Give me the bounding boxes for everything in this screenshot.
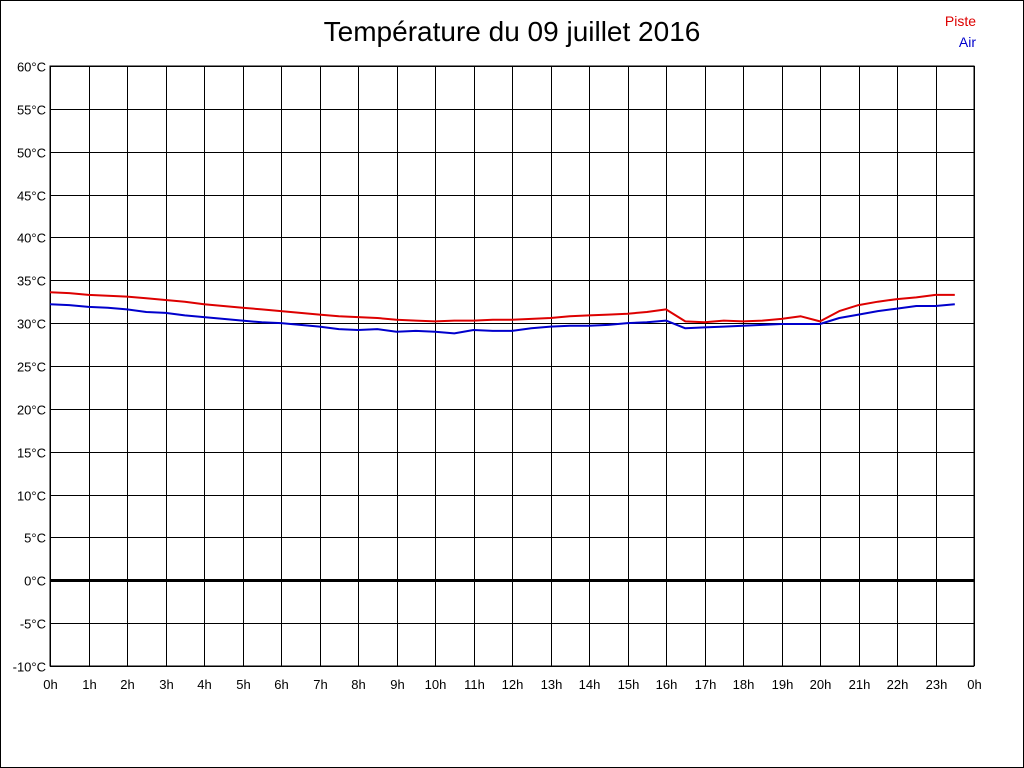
x-tick-label: 2h: [120, 677, 134, 692]
x-tick-label: 12h: [502, 677, 524, 692]
x-tick-label: 5h: [236, 677, 250, 692]
x-tick-label: 16h: [656, 677, 678, 692]
tick-labels: 0h 1h 2h 3h 4h 5h 6h 7h 8h 9h 10h 11h 12h 13h 14h 15h 16…: [13, 60, 982, 693]
x-tick-label: 4h: [197, 677, 211, 692]
y-tick-label: 60°C: [17, 60, 46, 75]
y-tick-label: 45°C: [17, 189, 46, 204]
x-tick-label: 3h: [159, 677, 173, 692]
y-tick-label: 50°C: [17, 146, 46, 161]
y-tick-label: 10°C: [17, 489, 46, 504]
x-tick-label: 1h: [82, 677, 96, 692]
x-tick-label: 11h: [464, 677, 485, 692]
y-tick-label: 5°C: [24, 531, 46, 546]
x-tick-label: 20h: [810, 677, 832, 692]
x-tick-label: 19h: [772, 677, 794, 692]
y-tick-label: 55°C: [17, 103, 46, 118]
y-tick-label: 15°C: [17, 446, 46, 461]
series-layer: [49, 291, 955, 335]
x-tick-label: 15h: [618, 677, 640, 692]
series-line-air: [49, 303, 955, 335]
x-tick-label: 7h: [313, 677, 327, 692]
x-tick-label: 6h: [274, 677, 288, 692]
series-line-piste: [49, 291, 955, 324]
x-tick-label: 0h: [43, 677, 57, 692]
chart-title: Température du 09 juillet 2016: [323, 16, 701, 47]
x-tick-label: 23h: [926, 677, 948, 692]
x-tick-label: 0h: [967, 677, 981, 692]
y-tick-label: 25°C: [17, 360, 46, 375]
x-tick-label: 14h: [579, 677, 601, 692]
x-tick-label: 10h: [425, 677, 447, 692]
x-tick-label: 8h: [351, 677, 365, 692]
y-tick-label: -10°C: [13, 660, 46, 675]
y-tick-label: 20°C: [17, 403, 46, 418]
x-tick-label: 18h: [733, 677, 755, 692]
x-tick-label: 22h: [887, 677, 909, 692]
x-tick-label: 17h: [695, 677, 717, 692]
y-tick-label: 30°C: [17, 317, 46, 332]
y-tick-label: 35°C: [17, 274, 46, 289]
legend-item-air: Air: [958, 34, 976, 50]
x-tick-label: 9h: [390, 677, 404, 692]
y-tick-label: 40°C: [17, 231, 46, 246]
x-tick-label: 13h: [541, 677, 563, 692]
y-tick-label: 0°C: [24, 574, 46, 589]
x-tick-label: 21h: [849, 677, 871, 692]
y-tick-label: -5°C: [20, 617, 46, 632]
legend-item-piste: Piste: [944, 13, 976, 29]
